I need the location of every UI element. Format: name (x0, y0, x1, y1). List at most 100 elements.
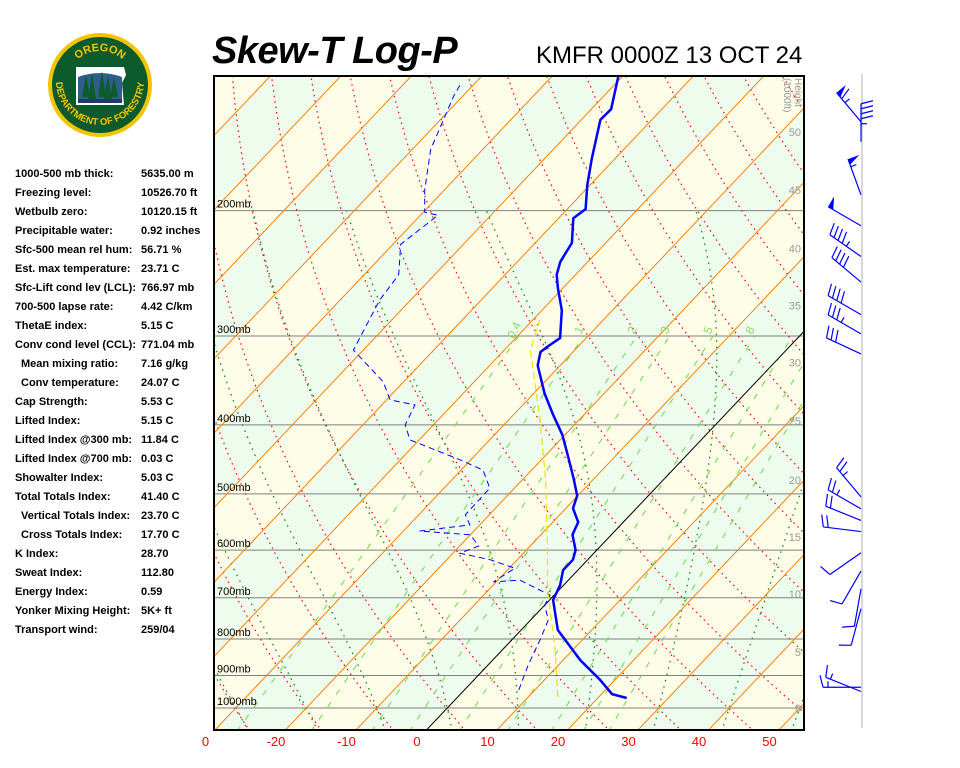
moist-adiabat (721, 480, 804, 730)
pressure-tick-label: 1000mb (217, 696, 257, 708)
wind-barb (827, 283, 862, 316)
dry-adiabat (846, 53, 960, 732)
isotherm-line (637, 553, 804, 730)
temperature-band (214, 76, 804, 730)
wind-barb-flag (829, 495, 833, 509)
pressure-tick-label: 400mb (217, 413, 251, 425)
wind-barb (827, 477, 862, 510)
wind-barb-staff (829, 552, 862, 576)
isotherm-line (0, 53, 222, 732)
dry-adiabat (214, 551, 322, 730)
stat-label: Conv cond level (CCL): (15, 339, 137, 351)
temperature-band (848, 53, 960, 732)
wind-barb (819, 675, 861, 688)
pressure-tick-label: 500mb (217, 482, 251, 494)
height-tick-label: 5 (795, 647, 801, 659)
temperature-tick-label: 20 (551, 734, 565, 749)
wind-barb-staff (827, 489, 862, 510)
stat-row: Cross Totals Index: 17.70 C (15, 529, 225, 548)
mixing-ratio-line (311, 335, 585, 730)
pressure-tick-label: 700mb (217, 586, 251, 598)
wind-barb-flag (841, 231, 848, 244)
height-axis-label: Height (1000ft) (781, 78, 803, 113)
moist-adiabat (252, 210, 453, 730)
moist-adiabat (214, 525, 318, 730)
wind-barb-flag (841, 88, 850, 100)
stat-row: Lifted Index @300 mb: 11.84 C (15, 434, 225, 453)
station-time-label: KMFR 0000Z 13 OCT 24 (536, 42, 803, 69)
stat-value: 10120.15 ft (141, 206, 198, 218)
wind-barb-staff (853, 588, 862, 627)
mixing-ratio-line (583, 361, 804, 730)
height-tick-label: 40 (789, 243, 801, 255)
stat-value: 259/04 (141, 624, 175, 636)
dry-adiabat (885, 53, 960, 732)
stat-value: 5.15 C (141, 320, 174, 332)
stat-row: Est. max temperature: 23.71 C (15, 263, 225, 282)
parcel-profile-line (529, 319, 559, 698)
wind-barb-half-flag (845, 240, 851, 247)
mixing-ratio-line (371, 335, 638, 730)
wind-barb (825, 664, 862, 693)
height-tick-label: 0 (795, 703, 801, 715)
wind-barb-flag (860, 105, 874, 110)
stat-row: Lifted Index @700 mb: 0.03 C (15, 453, 225, 472)
wind-barb (827, 196, 862, 227)
wind-barb-staff (836, 92, 862, 123)
wind-barb-half-flag (829, 673, 834, 680)
dry-adiabat (231, 76, 538, 730)
wind-barb-flag (827, 302, 833, 316)
stat-label: 1000-500 mb thick: (15, 168, 114, 180)
wind-barb-flag (831, 305, 837, 318)
wind-barb-flag (835, 249, 842, 262)
wind-barb-staff (850, 608, 862, 646)
wind-barb-staff (836, 467, 862, 498)
dry-adiabat (923, 53, 960, 732)
stat-value: 0.03 C (141, 453, 174, 465)
wind-barb-staff (831, 257, 862, 283)
stat-value: 5K+ ft (141, 605, 172, 617)
wind-barb-pennant (848, 155, 860, 165)
oregon-department-of-forestry-logo: OREGON DEPARTMENT OF FORESTRY (48, 33, 152, 137)
stat-label: ThetaE index: (15, 320, 88, 332)
dry-adiabat (30, 53, 179, 732)
sounding-indices-panel: 1000-500 mb thick: 5635.00 m Freezing leve… (15, 168, 225, 643)
wind-barb-staff (841, 570, 862, 605)
wind-barb-staff (825, 505, 862, 522)
isotherm-line (214, 76, 483, 360)
wind-barb (838, 608, 862, 646)
mixing-ratio-line (237, 335, 520, 730)
dry-adiabat (506, 76, 804, 534)
stat-value: 11.84 C (141, 434, 179, 446)
pressure-tick-label: 800mb (217, 627, 251, 639)
chart-title: Skew-T Log-P (212, 30, 458, 72)
wind-barb-staff (827, 206, 862, 227)
isotherm-line (214, 76, 553, 434)
mixing-ratio-line (409, 335, 671, 730)
stat-label: Total Totals Index: (15, 491, 111, 503)
mixing-ratio-line (608, 399, 804, 730)
wind-barb (842, 588, 862, 628)
wind-barb-staff (847, 158, 862, 196)
stat-label: Transport wind: (15, 624, 98, 636)
wind-barb-flag (831, 246, 838, 258)
temperature-band (0, 53, 151, 732)
wind-barb-flag (831, 480, 837, 493)
stat-row: Sweat Index: 112.80 (15, 567, 225, 586)
wind-barb-half-flag (840, 316, 845, 323)
wind-barb-pennant (828, 196, 835, 210)
temperature-profile-line (536, 76, 628, 700)
stat-label: Conv temperature: (21, 377, 119, 389)
wind-barb-flag (831, 286, 837, 299)
temperature-tick-label: 30 (621, 734, 635, 749)
wind-barb-staff (827, 295, 862, 316)
stat-label: Freezing level: (15, 187, 92, 199)
stat-label: Lifted Index: (15, 415, 81, 427)
wind-barb (827, 302, 862, 335)
wind-barb-half-flag (844, 98, 850, 104)
stat-row: Sfc-500 mean rel hum: 56.71 % (15, 244, 225, 263)
stat-label: Mean mixing ratio: (21, 358, 119, 370)
stat-value: 56.71 % (141, 244, 182, 256)
wind-barb-flag (836, 307, 841, 321)
temperature-tick-label: 0 (413, 734, 420, 749)
